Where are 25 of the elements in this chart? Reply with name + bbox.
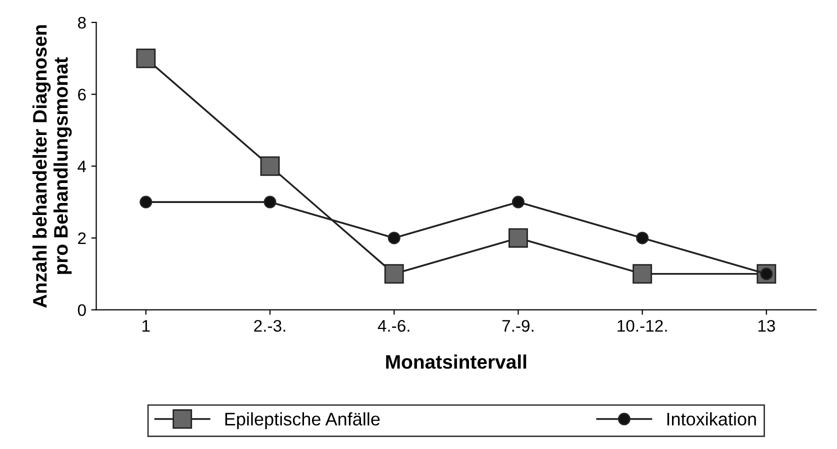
point [136, 48, 156, 68]
point [264, 196, 276, 208]
point [632, 264, 652, 284]
point [260, 156, 280, 176]
legend-label: Intoxikation [667, 412, 756, 426]
point [388, 232, 400, 244]
y-tick-label: 6 [78, 88, 86, 100]
x-tick-label: 7.-9. [502, 320, 534, 332]
y-tick-label: 0 [78, 304, 86, 316]
point [140, 196, 152, 208]
y-tick-label: 4 [78, 160, 86, 172]
x-axis-title: Monatsintervall [386, 354, 526, 369]
x-tick-label: 4.-6. [378, 320, 410, 332]
y-tick-label: 8 [78, 16, 86, 29]
y-tick-label: 2 [78, 232, 86, 244]
point [508, 228, 528, 248]
x-tick-label: 1 [142, 320, 150, 332]
point [512, 196, 524, 208]
x-tick-label: 13 [758, 320, 775, 332]
x-tick-label: 2.-3. [254, 320, 286, 332]
y-axis-title: Anzahl behandelter Diagnosen pro Behandlungsmonat [32, 25, 72, 308]
x-tick-label: 10.-12. [618, 320, 667, 332]
legend-label: Epileptische Anfälle [225, 412, 380, 430]
point [636, 232, 649, 244]
point [384, 264, 404, 284]
